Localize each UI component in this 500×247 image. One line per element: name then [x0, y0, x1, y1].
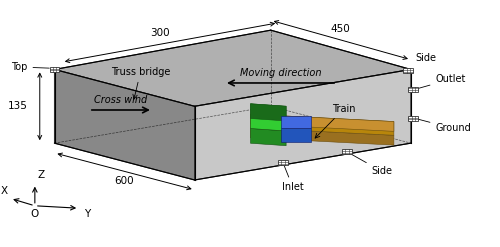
Text: 600: 600	[114, 176, 134, 186]
Polygon shape	[54, 69, 194, 180]
Bar	[278, 160, 288, 165]
Text: Cross wind: Cross wind	[94, 95, 148, 105]
Text: Top: Top	[11, 62, 50, 72]
Text: O: O	[30, 209, 39, 220]
Text: 450: 450	[331, 24, 350, 34]
Polygon shape	[281, 128, 311, 142]
Bar	[408, 87, 418, 92]
Bar	[342, 149, 352, 154]
Text: Outlet: Outlet	[418, 74, 466, 88]
Text: Side: Side	[350, 153, 393, 177]
Polygon shape	[250, 128, 394, 145]
Polygon shape	[250, 104, 286, 121]
Text: 300: 300	[150, 27, 170, 38]
Text: Inlet: Inlet	[282, 165, 304, 192]
Text: X: X	[0, 186, 8, 196]
Text: Y: Y	[84, 209, 90, 220]
Polygon shape	[250, 114, 394, 135]
Text: Side: Side	[416, 53, 437, 63]
Text: Moving direction: Moving direction	[240, 68, 322, 78]
Bar	[408, 116, 418, 121]
Polygon shape	[250, 128, 286, 146]
Text: Z: Z	[38, 170, 44, 180]
Text: Ground: Ground	[418, 119, 471, 133]
Polygon shape	[250, 114, 394, 131]
Text: Truss bridge: Truss bridge	[111, 67, 170, 99]
Text: 135: 135	[8, 101, 28, 111]
Bar	[50, 67, 59, 72]
Bar	[404, 68, 413, 73]
Polygon shape	[194, 69, 411, 180]
Polygon shape	[281, 116, 311, 128]
Polygon shape	[250, 104, 286, 131]
Polygon shape	[54, 106, 411, 180]
Polygon shape	[54, 30, 411, 106]
Text: Train: Train	[315, 104, 356, 138]
